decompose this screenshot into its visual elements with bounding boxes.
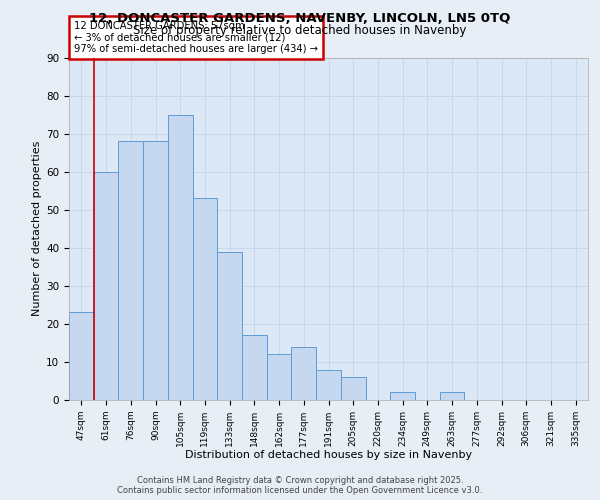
Bar bbox=[143, 141, 168, 400]
Text: Contains HM Land Registry data © Crown copyright and database right 2025.: Contains HM Land Registry data © Crown c… bbox=[137, 476, 463, 485]
Bar bbox=[217, 252, 242, 400]
Bar bbox=[94, 172, 118, 400]
Bar bbox=[242, 336, 267, 400]
Bar bbox=[267, 354, 292, 400]
Bar bbox=[69, 312, 94, 400]
Bar bbox=[193, 198, 217, 400]
Bar bbox=[341, 377, 365, 400]
Bar bbox=[168, 114, 193, 400]
Bar bbox=[316, 370, 341, 400]
Text: 12 DONCASTER GARDENS: 57sqm
← 3% of detached houses are smaller (12)
97% of semi: 12 DONCASTER GARDENS: 57sqm ← 3% of deta… bbox=[74, 21, 318, 54]
Text: Size of property relative to detached houses in Navenby: Size of property relative to detached ho… bbox=[133, 24, 467, 37]
Bar bbox=[440, 392, 464, 400]
Bar bbox=[292, 346, 316, 400]
Text: Contains public sector information licensed under the Open Government Licence v3: Contains public sector information licen… bbox=[118, 486, 482, 495]
Text: 12, DONCASTER GARDENS, NAVENBY, LINCOLN, LN5 0TQ: 12, DONCASTER GARDENS, NAVENBY, LINCOLN,… bbox=[89, 12, 511, 26]
Bar bbox=[118, 141, 143, 400]
Y-axis label: Number of detached properties: Number of detached properties bbox=[32, 141, 42, 316]
X-axis label: Distribution of detached houses by size in Navenby: Distribution of detached houses by size … bbox=[185, 450, 472, 460]
Bar bbox=[390, 392, 415, 400]
